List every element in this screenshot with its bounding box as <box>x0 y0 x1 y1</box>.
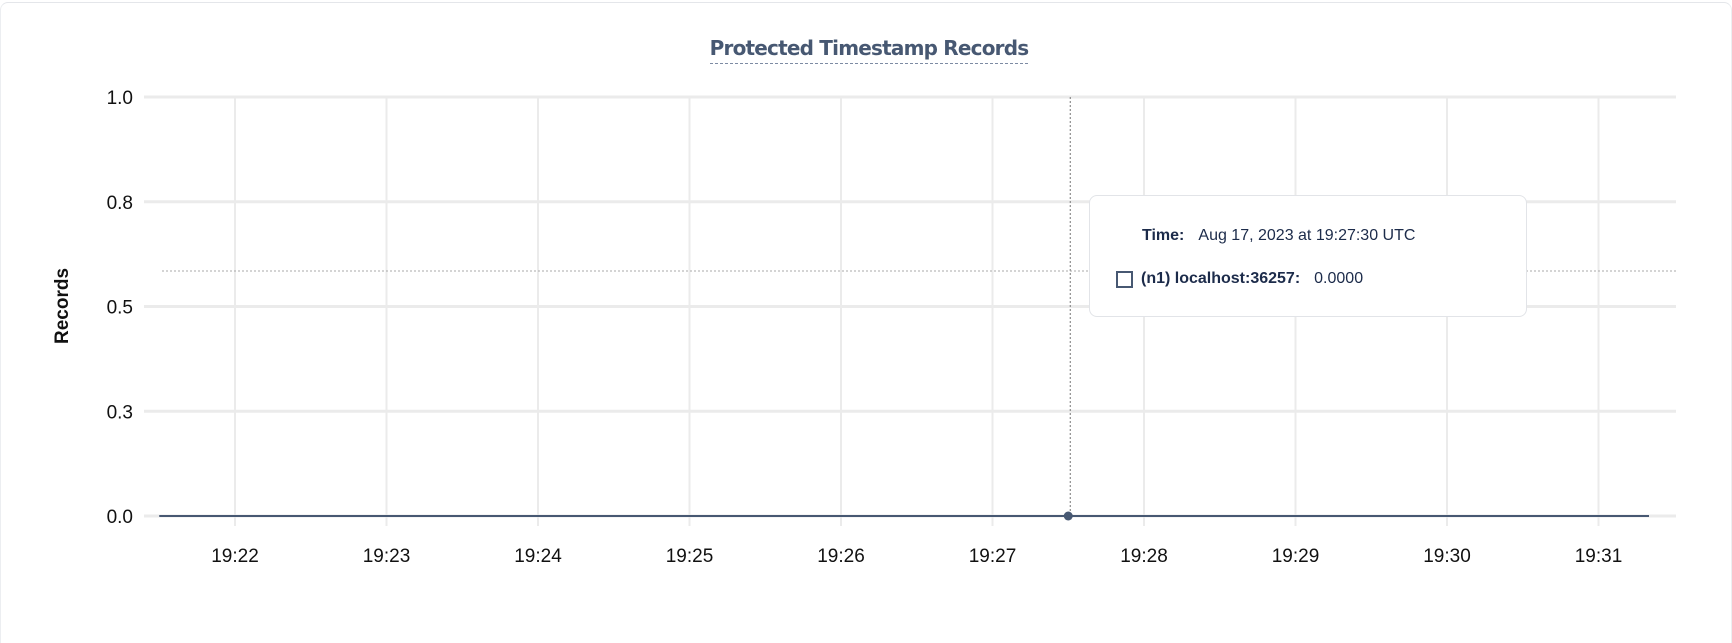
x-tick-label: 19:25 <box>666 546 714 567</box>
hover-point <box>1063 511 1073 521</box>
x-tick-label: 19:22 <box>211 546 259 567</box>
y-tick-label: 0.3 <box>107 402 133 423</box>
x-tick-label: 19:24 <box>514 546 562 567</box>
x-tick-label: 19:29 <box>1272 546 1320 567</box>
tooltip-time-value: Aug 17, 2023 at 19:27:30 UTC <box>1198 227 1416 244</box>
x-tick-label: 19:27 <box>969 546 1017 567</box>
tooltip: Time: Aug 17, 2023 at 19:27:30 UTC (n1) l… <box>1089 195 1527 317</box>
y-tick-label: 1.0 <box>107 88 133 109</box>
chart-title-text[interactable]: Protected Timestamp Records <box>709 36 1029 64</box>
chart-title: Protected Timestamp Records <box>0 36 1732 64</box>
x-tick-label: 19:31 <box>1575 546 1623 567</box>
x-tick-label: 19:30 <box>1423 546 1471 567</box>
y-axis-label: Records <box>52 268 73 344</box>
x-tick-label: 19:23 <box>363 546 411 567</box>
y-tick-label: 0.8 <box>107 193 133 214</box>
y-tick-label: 0.5 <box>107 298 133 319</box>
series-swatch-icon <box>1116 270 1133 288</box>
x-tick-label: 19:28 <box>1120 546 1168 567</box>
y-tick-label: 0.0 <box>107 507 133 528</box>
x-tick-label: 19:26 <box>817 546 865 567</box>
tooltip-series-label: (n1) localhost:36257: <box>1141 270 1301 287</box>
tooltip-series-value: 0.0000 <box>1314 270 1364 287</box>
chart-svg: 0.0 0.3 0.5 0.8 1.0 19:22 19:23 19:24 19:25 19:2… <box>52 88 1676 567</box>
tooltip-time-label: Time: <box>1142 227 1185 244</box>
